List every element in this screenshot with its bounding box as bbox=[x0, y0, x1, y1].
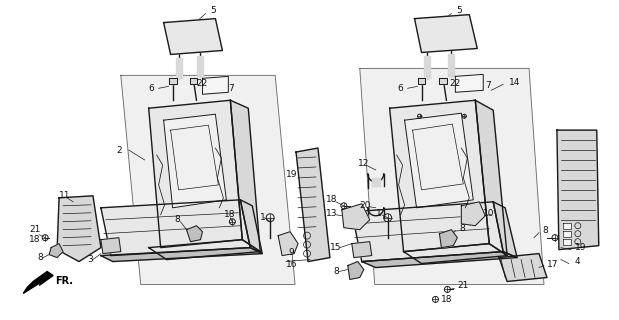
Text: 21: 21 bbox=[457, 281, 469, 290]
Polygon shape bbox=[404, 244, 507, 264]
Polygon shape bbox=[493, 202, 517, 258]
Polygon shape bbox=[461, 202, 485, 226]
Text: 21: 21 bbox=[29, 225, 41, 234]
Text: 22: 22 bbox=[449, 79, 461, 88]
Polygon shape bbox=[439, 230, 457, 248]
Polygon shape bbox=[418, 78, 425, 84]
Text: 5: 5 bbox=[210, 6, 216, 15]
Polygon shape bbox=[278, 232, 298, 256]
Polygon shape bbox=[149, 240, 260, 260]
Text: 19: 19 bbox=[286, 171, 298, 180]
Polygon shape bbox=[361, 252, 517, 268]
Polygon shape bbox=[230, 100, 260, 252]
Text: 7: 7 bbox=[485, 81, 491, 90]
Text: 11: 11 bbox=[59, 191, 71, 200]
Text: 5: 5 bbox=[456, 6, 462, 15]
Text: 18: 18 bbox=[326, 195, 337, 204]
Polygon shape bbox=[168, 78, 176, 84]
Polygon shape bbox=[425, 56, 430, 78]
Polygon shape bbox=[475, 100, 507, 256]
Text: 10: 10 bbox=[483, 209, 495, 218]
Polygon shape bbox=[499, 253, 547, 282]
Polygon shape bbox=[121, 76, 295, 284]
Polygon shape bbox=[202, 76, 228, 94]
Text: 8: 8 bbox=[175, 215, 180, 224]
Polygon shape bbox=[149, 100, 242, 248]
Polygon shape bbox=[352, 242, 372, 258]
Polygon shape bbox=[197, 56, 204, 76]
Text: 8: 8 bbox=[542, 226, 548, 235]
Text: 18: 18 bbox=[29, 235, 41, 244]
Polygon shape bbox=[24, 271, 53, 293]
Polygon shape bbox=[415, 15, 477, 52]
Polygon shape bbox=[176, 59, 181, 78]
Polygon shape bbox=[186, 226, 202, 242]
Polygon shape bbox=[101, 200, 250, 256]
Text: 20: 20 bbox=[360, 201, 371, 210]
Polygon shape bbox=[189, 78, 197, 84]
Polygon shape bbox=[101, 238, 121, 253]
Polygon shape bbox=[389, 100, 489, 252]
Polygon shape bbox=[360, 68, 544, 284]
Polygon shape bbox=[296, 148, 330, 261]
Text: 8: 8 bbox=[37, 253, 43, 262]
Polygon shape bbox=[405, 113, 474, 208]
Text: 15: 15 bbox=[330, 243, 342, 252]
Text: 7: 7 bbox=[228, 84, 234, 93]
Text: 13: 13 bbox=[326, 209, 337, 218]
Polygon shape bbox=[563, 223, 571, 229]
Text: 18: 18 bbox=[224, 210, 236, 219]
Text: 14: 14 bbox=[509, 78, 521, 87]
Text: 1: 1 bbox=[260, 213, 266, 222]
Polygon shape bbox=[456, 74, 483, 92]
Polygon shape bbox=[557, 130, 599, 250]
Text: 1: 1 bbox=[376, 209, 381, 218]
Polygon shape bbox=[372, 178, 379, 186]
Polygon shape bbox=[563, 231, 571, 237]
Polygon shape bbox=[352, 202, 503, 261]
Text: 4: 4 bbox=[575, 257, 581, 266]
Text: 19: 19 bbox=[575, 243, 586, 252]
Polygon shape bbox=[342, 204, 370, 230]
Polygon shape bbox=[163, 114, 227, 208]
Text: 22: 22 bbox=[196, 79, 208, 88]
Text: 3: 3 bbox=[87, 255, 93, 264]
Text: 6: 6 bbox=[397, 84, 404, 93]
Text: 16: 16 bbox=[286, 260, 298, 269]
Polygon shape bbox=[57, 196, 101, 261]
Polygon shape bbox=[563, 239, 571, 244]
Text: 2: 2 bbox=[117, 146, 123, 155]
Polygon shape bbox=[348, 261, 364, 279]
Text: 6: 6 bbox=[149, 84, 155, 93]
Text: 8: 8 bbox=[459, 224, 465, 233]
Polygon shape bbox=[163, 19, 222, 54]
Text: FR.: FR. bbox=[55, 276, 73, 286]
Polygon shape bbox=[240, 200, 262, 253]
Text: 9: 9 bbox=[288, 248, 294, 257]
Polygon shape bbox=[448, 54, 454, 76]
Polygon shape bbox=[439, 78, 448, 84]
Text: 17: 17 bbox=[547, 260, 558, 269]
Text: 18: 18 bbox=[441, 295, 453, 304]
Text: 12: 12 bbox=[358, 159, 369, 169]
Polygon shape bbox=[49, 244, 63, 258]
Text: 8: 8 bbox=[333, 267, 339, 276]
Polygon shape bbox=[101, 248, 262, 261]
